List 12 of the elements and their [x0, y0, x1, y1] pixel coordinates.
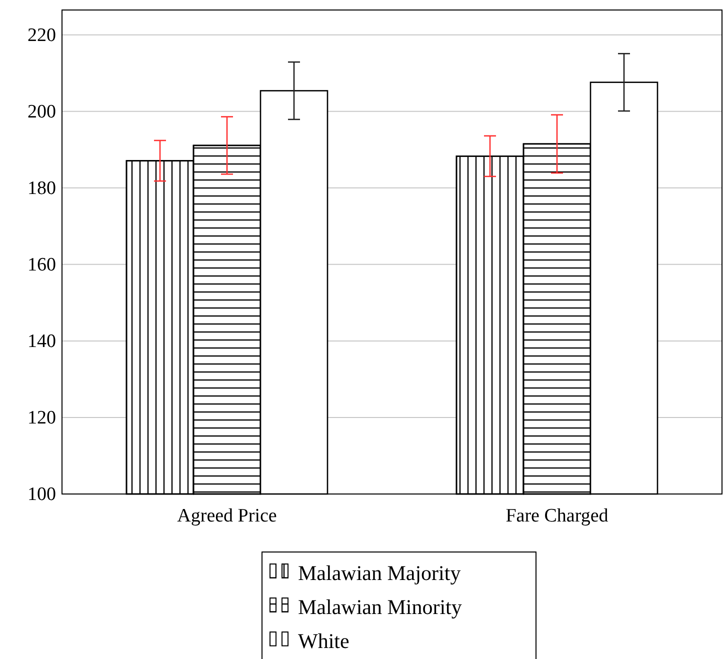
legend-label: Malawian Majority [298, 561, 462, 585]
y-tick-label: 200 [28, 101, 56, 122]
y-tick-label: 100 [28, 484, 56, 506]
y-tick-label: 220 [28, 24, 56, 46]
legend-label: Malawian Minority [298, 595, 462, 619]
y-tick-label: 160 [28, 254, 56, 276]
y-tick-label: 120 [28, 408, 56, 429]
y-tick-label: 140 [28, 331, 56, 352]
x-tick-label: Agreed Price [177, 505, 277, 526]
y-tick-label: 180 [28, 178, 56, 199]
x-tick-label: Fare Charged [506, 505, 609, 526]
legend-label: White [298, 629, 350, 653]
